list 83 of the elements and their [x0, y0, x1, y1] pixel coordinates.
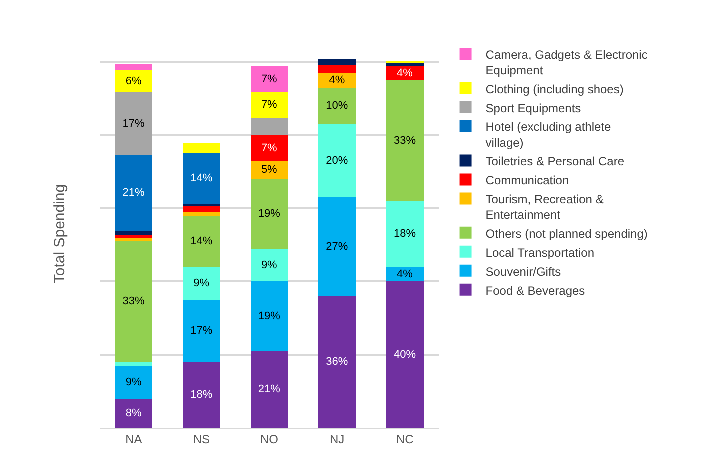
data-label: 4% [397, 67, 414, 80]
x-tick-label: NJ [330, 432, 345, 446]
data-label: 4% [329, 74, 346, 87]
bar [250, 161, 288, 180]
bar [115, 398, 153, 428]
bar [183, 216, 220, 268]
bar [115, 366, 153, 399]
bar [318, 88, 356, 124]
legend-label: Food & Beverages [486, 284, 586, 298]
data-label: 33% [394, 134, 416, 147]
data-label: 9% [126, 376, 142, 388]
data-label: 6% [126, 76, 142, 88]
bar [183, 212, 220, 216]
bar [115, 362, 153, 366]
bar [250, 118, 288, 136]
x-tick-label: NS [193, 432, 210, 446]
bar [115, 92, 153, 155]
bar [250, 248, 288, 282]
x-tick-label: NO [260, 432, 278, 446]
data-label: 18% [394, 228, 416, 240]
bar [250, 282, 288, 352]
data-label: 14% [190, 172, 213, 185]
data-label: 9% [261, 259, 278, 272]
legend-label: Souvenir/Gifts [486, 264, 562, 279]
data-label: 36% [326, 356, 348, 368]
data-label: 21% [122, 187, 146, 200]
bar [115, 64, 153, 71]
data-label: 33% [122, 295, 146, 308]
legend-label: Toiletries & Personal Care [486, 154, 625, 169]
bar [250, 135, 288, 162]
legend-label: Communication [486, 174, 570, 188]
bar [183, 206, 220, 213]
bar [183, 300, 220, 362]
data-label: 7% [261, 74, 278, 86]
data-label: 7% [261, 99, 278, 112]
data-label: 19% [258, 208, 281, 220]
y-axis-title: Total Spending [51, 184, 68, 284]
bar [250, 92, 288, 118]
legend-label: Clothing (including shoes) [486, 82, 624, 96]
bar [115, 236, 153, 239]
bar [386, 201, 424, 268]
legend-label: Sport Equipments [486, 101, 582, 116]
x-tick-label: NA [126, 432, 142, 446]
bar [386, 80, 424, 202]
bar [386, 282, 424, 428]
bar [115, 154, 153, 232]
data-label: 18% [190, 389, 213, 402]
legend-label: Local Transportation [486, 246, 595, 260]
data-label: 7% [261, 142, 278, 154]
data-label: 5% [261, 164, 278, 176]
bar [318, 198, 356, 296]
legend-label: Camera, Gadgets & Electronic Equipment [486, 48, 648, 78]
bar [183, 153, 220, 204]
bar [250, 66, 288, 92]
bar [318, 296, 356, 428]
data-label: 9% [194, 278, 210, 290]
data-label: 17% [190, 325, 213, 338]
bar [318, 64, 356, 74]
legend-label: Tourism, Recreation & Entertainment [486, 192, 604, 222]
bar [183, 143, 220, 154]
bar [115, 238, 153, 242]
data-label: 19% [258, 310, 281, 322]
bar [318, 59, 356, 65]
x-tick-label: NC [396, 432, 414, 446]
data-label: 8% [126, 407, 142, 420]
data-label: 17% [122, 118, 146, 130]
legend-label: Hotel (excluding athlete village) [486, 120, 612, 150]
data-label: 21% [258, 384, 281, 396]
data-label: 4% [397, 268, 414, 280]
data-label: 40% [394, 348, 416, 361]
bar [183, 267, 220, 300]
bar [250, 351, 288, 428]
bar [115, 232, 153, 236]
bar [115, 241, 153, 362]
legend-label: Others (not planned spending) [486, 226, 648, 241]
bar [318, 124, 356, 198]
data-label: 27% [326, 240, 348, 253]
bar [250, 179, 288, 249]
bar [183, 362, 220, 428]
data-label: 20% [326, 155, 348, 168]
data-label: 14% [190, 236, 213, 248]
bar [115, 70, 153, 93]
data-label: 10% [326, 100, 348, 112]
